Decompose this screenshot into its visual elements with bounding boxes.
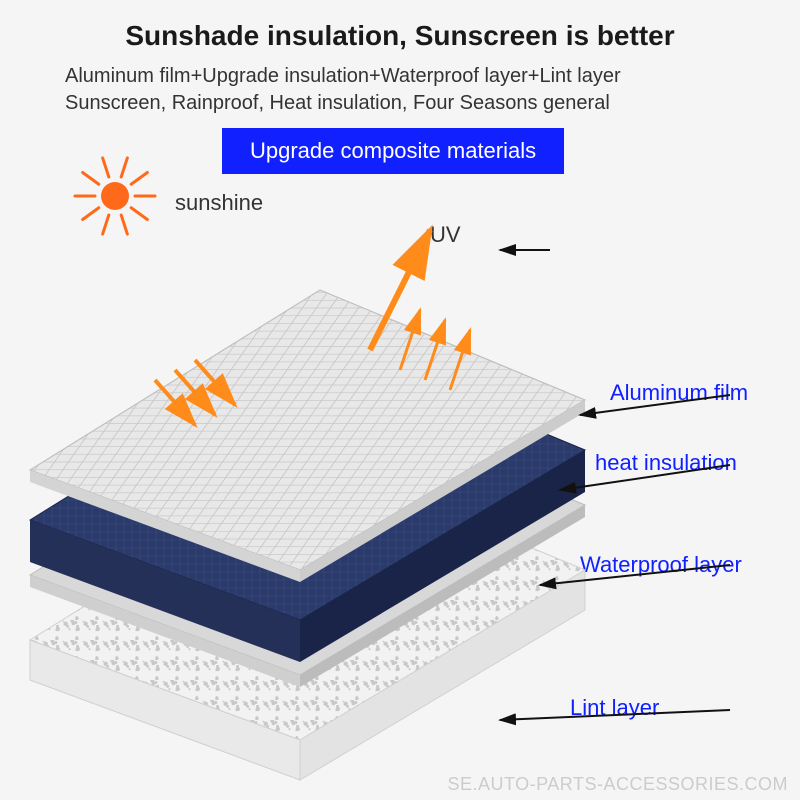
composite-badge: Upgrade composite materials xyxy=(222,128,564,174)
layer-label-heat: heat insulation xyxy=(595,450,737,476)
subtitle-line-1: Aluminum film+Upgrade insulation+Waterpr… xyxy=(65,65,621,88)
subtitle-line-2: Sunscreen, Rainproof, Heat insulation, F… xyxy=(65,92,610,115)
main-title: Sunshade insulation, Sunscreen is better xyxy=(0,20,800,52)
watermark: SE.AUTO-PARTS-ACCESSORIES.COM xyxy=(447,774,788,795)
layer-label-waterproof: Waterproof layer xyxy=(580,552,742,578)
uv-label: UV xyxy=(430,222,461,248)
sunshine-label: sunshine xyxy=(175,190,263,216)
layer-label-lint: Lint layer xyxy=(570,695,659,721)
layer-label-aluminum: Aluminum film xyxy=(610,380,748,406)
